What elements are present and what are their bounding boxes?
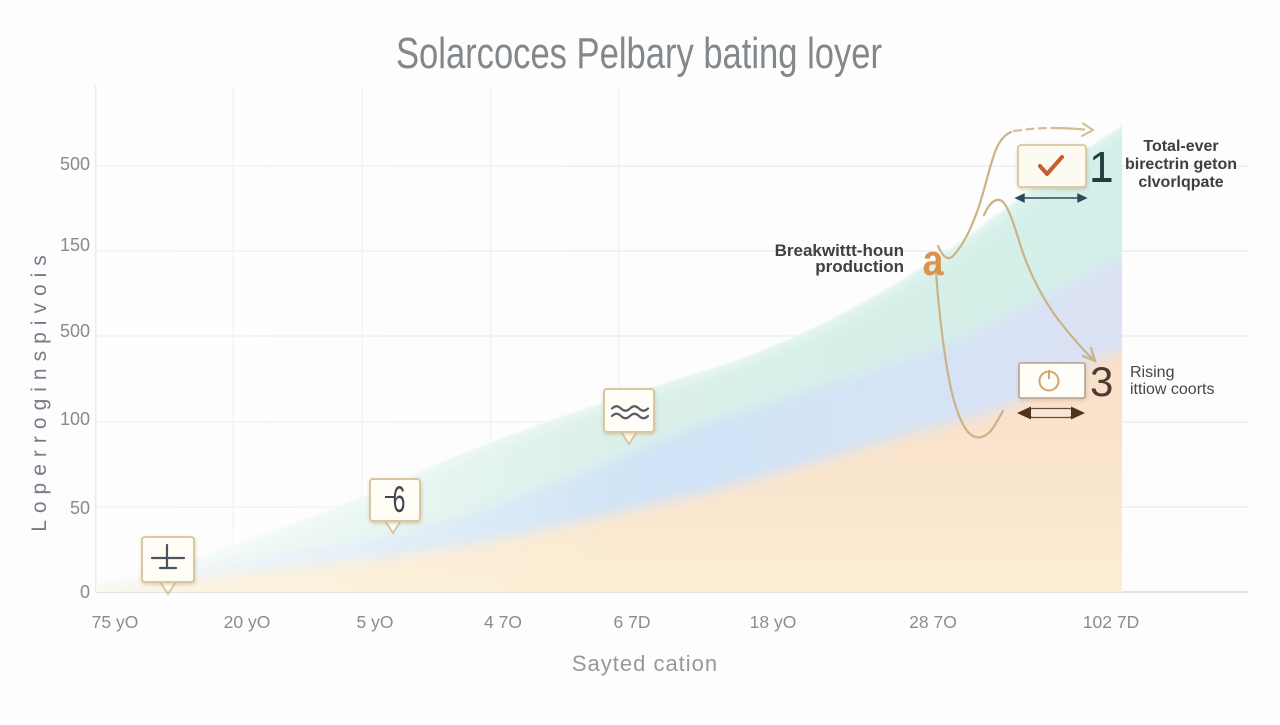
svg-text:Loperroginspivois: Loperroginspivois [28, 248, 51, 532]
svg-text:Rising: Rising [1130, 364, 1174, 381]
svg-text:5 yO: 5 yO [357, 612, 394, 632]
svg-text:18 yO: 18 yO [750, 612, 797, 632]
svg-text:birectrin geton: birectrin geton [1125, 156, 1237, 173]
svg-text:clvorlqpate: clvorlqpate [1138, 174, 1223, 191]
svg-text:Solarcoces Pelbary bating loye: Solarcoces Pelbary bating loyer [396, 29, 882, 78]
svg-text:102 7D: 102 7D [1083, 612, 1139, 632]
svg-text:75 yO: 75 yO [92, 612, 139, 632]
svg-text:Sayted cation: Sayted cation [572, 651, 718, 676]
svg-text:100: 100 [60, 409, 90, 429]
svg-text:28 7O: 28 7O [909, 612, 957, 632]
svg-text:4 7O: 4 7O [484, 612, 522, 632]
svg-text:150: 150 [60, 235, 90, 255]
svg-text:50: 50 [70, 498, 90, 518]
svg-text:production: production [815, 257, 904, 276]
svg-text:a: a [923, 235, 944, 285]
svg-text:500: 500 [60, 154, 90, 174]
svg-text:6 7D: 6 7D [614, 612, 651, 632]
svg-text:Total-ever: Total-ever [1143, 138, 1218, 155]
svg-text:3: 3 [1090, 358, 1113, 405]
svg-text:6: 6 [393, 478, 406, 520]
svg-text:500: 500 [60, 321, 90, 341]
svg-text:1: 1 [1089, 143, 1113, 192]
svg-text:0: 0 [80, 582, 90, 602]
svg-text:20 yO: 20 yO [224, 612, 271, 632]
svg-text:ittiow coorts: ittiow coorts [1130, 381, 1214, 398]
svg-text:Breakwittt-houn: Breakwittt-houn [775, 241, 904, 260]
